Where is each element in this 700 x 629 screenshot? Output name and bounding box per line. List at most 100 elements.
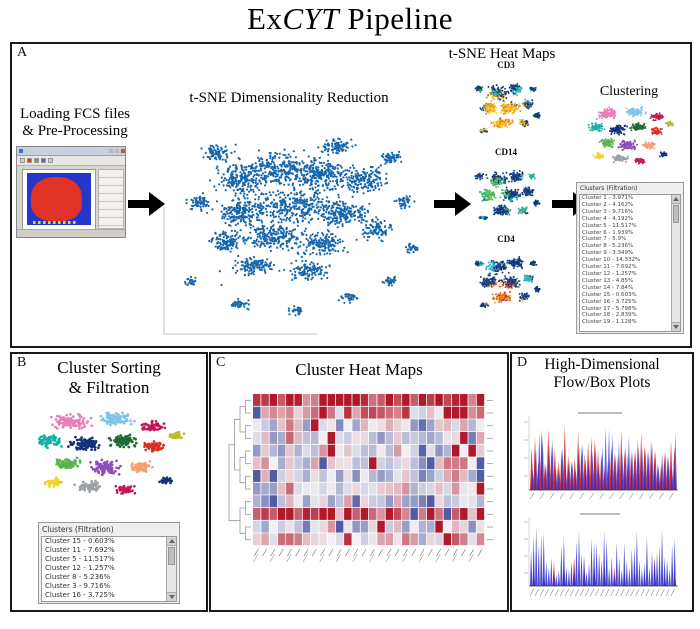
cluster-list-item: Cluster 15 - 0.603% [582,291,637,298]
figure-title: ExCYT Pipeline [0,1,700,37]
gui-plot-speckle [33,220,79,224]
triangle-down-icon [168,595,175,599]
cluster-list-item: Cluster 11 - 7.692% [45,546,115,554]
tsne-scatter-plot [163,137,419,335]
triangle-up-icon [673,197,679,201]
triangle-down-icon [673,325,679,329]
cluster-list-item: Cluster 19 - 1.128% [582,319,637,326]
cluster-list-item: Cluster 5 - 11.517% [45,555,115,563]
cluster-heatmaps-title: Cluster Heat Maps [295,360,423,379]
gui-app-icon [19,149,23,153]
scroll-down-button [672,322,680,331]
gui-statusbar [17,229,125,237]
cluster-list-item: Cluster 1 - 3.971% [582,195,634,201]
arrow-right-icon [434,192,472,216]
fcs-gui-screenshot [16,146,126,238]
map-label-cd14: CD14 [495,147,517,157]
loading-fcs-title: Loading FCS files & Pre-Processing [12,106,138,140]
tsne-heatmap-cd3 [474,82,541,134]
arrow-head [149,192,165,216]
arrow-shaft [434,200,455,208]
clusters-listbox-b-header: Clusters (Filtration) [42,525,114,534]
cluster-list-items: Cluster 15 - 0.603% Cluster 11 - 7.692% Cl… [42,537,166,600]
panel-a-label: A [17,45,28,60]
cluster-list-item: Cluster 4 - 4.192% [582,215,634,222]
triangle-up-icon [168,539,175,543]
cluster-list-item: Cluster 8 - 5.236% [582,243,634,250]
cluster-list-item: Cluster 8 - 5.236% [45,573,111,581]
flow-box-plots-title: High-Dimensional Flow/Box Plots [512,356,692,392]
gui-tool-icon [34,158,39,163]
clusters-listbox-b: Clusters (Filtration) Cluster 15 - 0.603… [38,522,180,604]
scrollbar [671,195,680,331]
map-label-cd4: CD4 [497,234,515,244]
loading-fcs-line1: Loading FCS files [19,106,130,122]
clusters-listbox-a-list: Cluster 1 - 3.971% Cluster 2 - 4.162% Clus… [579,194,681,332]
figure-title-pre: Ex [247,1,283,36]
cluster-list-item: Cluster 12 - 1.257% [45,564,115,572]
cluster-list-item: Cluster 3 - 9.716% [45,582,111,590]
scroll-up-button [167,537,176,546]
cluster-sorting-line1: Cluster Sorting [57,358,161,377]
gui-tool-icon [48,158,53,163]
scrollbar [166,537,176,601]
scroll-thumb [168,547,175,565]
cluster-list-item: Cluster 6 - 1.939% [582,229,634,236]
cluster-list-item: Cluster 11 - 7.692% [582,264,637,271]
gui-gating-plot [22,169,96,231]
gui-toolbar [17,156,125,166]
panel-d: D High-Dimensional Flow/Box Plots [510,352,694,612]
scroll-thumb [673,205,679,223]
tsne-heatmaps-title: t-SNE Heat Maps [448,46,556,62]
flow-box-title-line2: Flow/Box Plots [553,374,651,391]
cluster-list-item: Cluster 16 - 3.725% [45,591,115,599]
tsne-reduction-title: t-SNE Dimensionality Reduction [189,90,389,106]
gui-maximize-icon [115,149,119,153]
flow-box-title-line1: High-Dimensional [544,356,660,373]
panel-b-label: B [17,355,27,370]
cluster-list-item: Cluster 12 - 1.257% [582,270,637,277]
panel-d-label: D [517,355,528,370]
clusters-listbox-a-header: Clusters (Filtration) [580,185,638,192]
clustered-tsne-plot-large [38,411,186,495]
cluster-list-item: Cluster 2 - 4.162% [582,201,634,208]
cluster-list-item: Cluster 3 - 9.716% [582,208,634,215]
cluster-list-items: Cluster 1 - 3.971% Cluster 2 - 4.162% Clus… [580,195,672,326]
gui-tool-icon [41,158,46,163]
cluster-list-item: Cluster 16 - 3.725% [582,298,637,305]
cluster-list-item: Cluster 17 - 5.798% [582,305,637,312]
cluster-list-item: Cluster 13 - 4.85% [582,277,634,284]
gui-plot-density [27,173,91,225]
figure-title-post: Pipeline [339,1,453,36]
arrow-right-icon [128,192,166,216]
panel-c-label: C [216,355,226,370]
panel-a: A t-SNE Heat Maps Loading FCS files & Pr… [10,42,692,348]
tsne-heatmap-cd4 [474,256,541,308]
arrow-shaft [552,200,573,208]
cluster-list-item: Cluster 7 - 5.9% [582,236,627,243]
gui-close-icon [121,149,125,153]
figure-title-italic: CYT [282,1,340,36]
cluster-list-item: Cluster 14 - 7.84% [582,284,634,291]
gui-tool-icon [27,158,32,163]
cluster-heatmap [228,394,493,563]
scroll-up-button [672,195,680,204]
flow-overlay-plot-top [524,412,678,500]
scroll-down-button [167,592,176,601]
cluster-sorting-line2: & Filtration [68,378,150,397]
gui-parameter-table [98,169,124,229]
gui-gate-population [30,177,83,221]
gui-tool-icon [20,158,25,163]
clusters-listbox-b-list: Cluster 15 - 0.603% Cluster 11 - 7.692% Cl… [41,536,177,602]
cluster-list-item: Cluster 15 - 0.603% [45,537,115,545]
clustered-tsne-plot-small [587,106,675,165]
arrow-head [455,192,471,216]
clusters-listbox-a: Clusters (Filtration) Cluster 1 - 3.971%… [576,182,684,334]
loading-fcs-line2: & Pre-Processing [22,123,128,139]
tsne-heatmap-cd14 [474,169,541,221]
cluster-list-item: Cluster 5 - 11.517% [582,222,637,229]
panel-b: B Cluster Sorting & Filtration Clusters … [10,352,208,612]
gui-minimize-icon [109,149,113,153]
cluster-sorting-title: Cluster Sorting & Filtration [12,358,206,398]
